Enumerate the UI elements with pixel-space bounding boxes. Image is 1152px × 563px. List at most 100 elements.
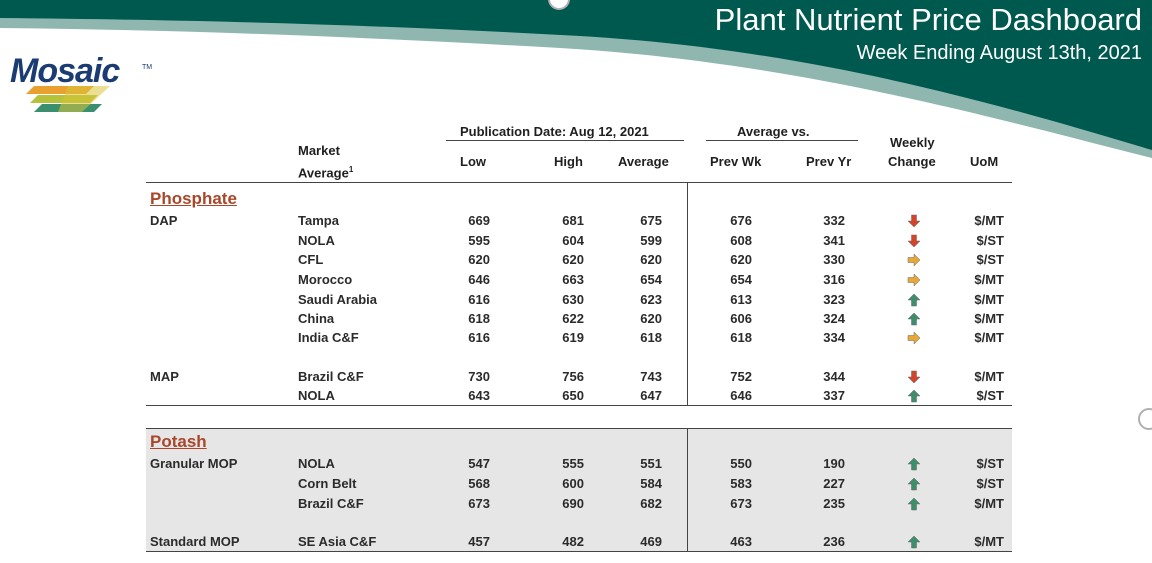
prev-yr-cell: 235: [823, 496, 845, 511]
prev-yr-cell: 344: [823, 369, 845, 384]
prev-wk-cell: 606: [730, 311, 752, 326]
handle-icon: [1138, 408, 1152, 430]
prev-yr-cell: 332: [823, 213, 845, 228]
average-cell: 469: [640, 534, 662, 549]
high-cell: 622: [562, 311, 584, 326]
market-cell: Brazil C&F: [298, 369, 364, 384]
prev-wk-cell: 646: [730, 388, 752, 403]
average-header: Average: [618, 154, 669, 169]
change-header: Change: [888, 154, 936, 169]
potash-divider: [687, 428, 688, 551]
potash-band: [146, 428, 1012, 551]
market-cell: Corn Belt: [298, 476, 357, 491]
market-cell: Morocco: [298, 272, 353, 287]
high-cell: 482: [562, 534, 584, 549]
low-cell: 457: [468, 534, 490, 549]
average-cell: 584: [640, 476, 662, 491]
uom-cell: $/ST: [976, 233, 1004, 248]
uom-cell: $/ST: [976, 476, 1004, 491]
high-cell: 619: [562, 330, 584, 345]
low-cell: 618: [468, 311, 490, 326]
low-header: Low: [460, 154, 486, 169]
high-cell: 600: [562, 476, 584, 491]
high-cell: 690: [562, 496, 584, 511]
low-cell: 616: [468, 330, 490, 345]
high-cell: 663: [562, 272, 584, 287]
low-cell: 568: [468, 476, 490, 491]
prev-wk-cell: 620: [730, 252, 752, 267]
low-cell: 620: [468, 252, 490, 267]
page-subtitle: Week Ending August 13th, 2021: [856, 42, 1142, 64]
prev-wk-cell: 608: [730, 233, 752, 248]
high-cell: 681: [562, 213, 584, 228]
market-cell: Saudi Arabia: [298, 292, 377, 307]
uom-cell: $/MT: [974, 213, 1004, 228]
arrow-up-icon: [907, 497, 921, 511]
header-banner: [0, 0, 1152, 158]
market-cell: Tampa: [298, 213, 339, 228]
average-cell: 647: [640, 388, 662, 403]
prev-wk-cell: 676: [730, 213, 752, 228]
high-header: High: [554, 154, 583, 169]
table-top-rule: [146, 182, 1012, 183]
high-cell: 650: [562, 388, 584, 403]
prev-yr-header: Prev Yr: [806, 154, 852, 169]
market-cell: NOLA: [298, 388, 335, 403]
arrow-right-icon: [907, 331, 921, 345]
uom-header: UoM: [970, 154, 999, 169]
uom-cell: $/MT: [974, 292, 1004, 307]
arrow-down-icon: [907, 214, 921, 228]
average-cell: 599: [640, 233, 662, 248]
product-cell: DAP: [150, 213, 178, 228]
high-cell: 555: [562, 456, 584, 471]
prev-yr-cell: 341: [823, 233, 845, 248]
arrow-up-icon: [907, 312, 921, 326]
arrow-right-icon: [907, 253, 921, 267]
prev-wk-cell: 613: [730, 292, 752, 307]
low-cell: 730: [468, 369, 490, 384]
product-cell: MAP: [150, 369, 179, 384]
low-cell: 673: [468, 496, 490, 511]
prev-wk-cell: 752: [730, 369, 752, 384]
uom-cell: $/MT: [974, 272, 1004, 287]
section-title-potash: Potash: [150, 432, 207, 451]
market-average-header-2: Average1: [298, 165, 354, 181]
prev-wk-cell: 654: [730, 272, 752, 287]
pub-date-underline: [446, 140, 684, 141]
logo-wordmark: Mosaic: [10, 52, 120, 90]
low-cell: 643: [468, 388, 490, 403]
phosphate-bottom-rule: [146, 405, 1012, 406]
prev-yr-cell: 324: [823, 311, 845, 326]
market-cell: NOLA: [298, 233, 335, 248]
uom-cell: $/MT: [974, 311, 1004, 326]
publication-date-header: Publication Date: Aug 12, 2021: [460, 124, 649, 139]
uom-cell: $/MT: [974, 534, 1004, 549]
high-cell: 756: [562, 369, 584, 384]
prev-wk-cell: 618: [730, 330, 752, 345]
high-cell: 604: [562, 233, 584, 248]
average-cell: 620: [640, 311, 662, 326]
arrow-up-icon: [907, 457, 921, 471]
logo-trademark: TM: [142, 64, 153, 71]
prev-yr-cell: 334: [823, 330, 845, 345]
average-cell: 654: [640, 272, 662, 287]
potash-top-rule: [146, 428, 1012, 429]
average-cell: 682: [640, 496, 662, 511]
market-cell: CFL: [298, 252, 324, 267]
uom-cell: $/MT: [974, 496, 1004, 511]
prev-yr-cell: 323: [823, 292, 845, 307]
arrow-right-icon: [907, 273, 921, 287]
prev-wk-cell: 550: [730, 456, 752, 471]
average-cell: 618: [640, 330, 662, 345]
prev-yr-cell: 337: [823, 388, 845, 403]
prev-yr-cell: 316: [823, 272, 845, 287]
prev-wk-cell: 463: [730, 534, 752, 549]
uom-cell: $/MT: [974, 330, 1004, 345]
market-cell: Brazil C&F: [298, 496, 364, 511]
arrow-up-icon: [907, 535, 921, 549]
prev-yr-cell: 330: [823, 252, 845, 267]
market-average-header: Market: [298, 143, 340, 158]
prev-wk-cell: 673: [730, 496, 752, 511]
average-cell: 743: [640, 369, 662, 384]
uom-cell: $/ST: [976, 456, 1004, 471]
